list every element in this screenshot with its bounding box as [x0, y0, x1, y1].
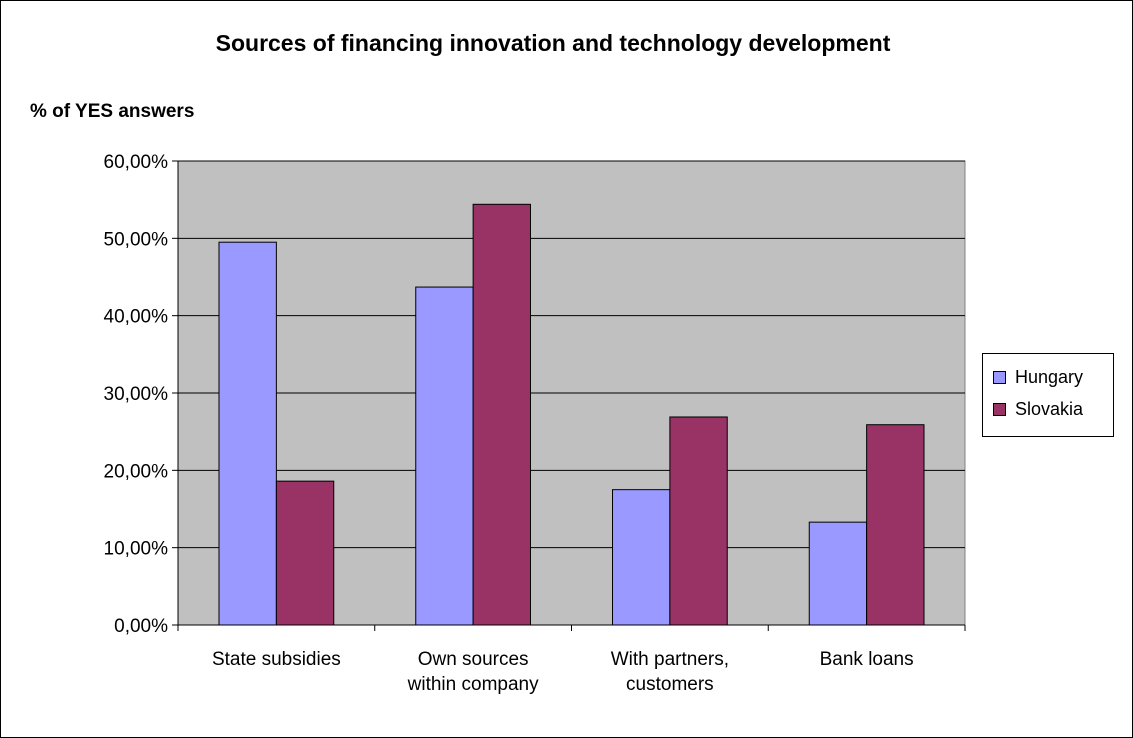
bar-hungary-2: [612, 489, 671, 626]
y-tick-label: 50,00%: [104, 229, 169, 250]
x-tick-label: State subsidies: [212, 649, 341, 670]
x-tick-label: Bank loans: [820, 649, 914, 670]
x-tick-labels: State subsidies Own sources within company…: [212, 649, 914, 695]
bar-hungary-0: [218, 241, 277, 626]
x-tick-label: within company: [407, 674, 539, 695]
bar-slovakia-0: [275, 480, 335, 626]
y-axis-label: % of YES answers: [30, 101, 195, 122]
y-tick-label: 60,00%: [104, 152, 169, 173]
x-tick-label: With partners,: [611, 649, 729, 670]
legend-label-slovakia: Slovakia: [1015, 399, 1084, 419]
x-tick-label: Own sources: [418, 649, 529, 670]
bar-slovakia-2: [669, 416, 728, 626]
legend-label-hungary: Hungary: [1015, 367, 1084, 387]
chart-title: Sources of financing innovation and tech…: [215, 30, 891, 56]
legend-item-hungary: Hungary: [993, 366, 1083, 388]
legend-swatch-hungary: [993, 370, 1006, 384]
y-tick-label: 30,00%: [104, 384, 169, 405]
axes: [172, 160, 966, 631]
legend: Hungary Slovakia: [982, 353, 1114, 437]
legend-item-slovakia: Slovakia: [993, 398, 1083, 420]
y-tick-labels: 0,00% 10,00% 20,00% 30,00% 40,00% 50,00% 60,00…: [104, 152, 169, 637]
y-tick-label: 0,00%: [114, 616, 168, 637]
bar-slovakia-1: [472, 203, 531, 626]
bars: [218, 203, 925, 626]
legend-swatch-slovakia: [993, 402, 1006, 416]
y-tick-label: 40,00%: [104, 307, 169, 328]
y-tick-label: 20,00%: [104, 461, 169, 482]
x-tick-label: customers: [626, 674, 714, 695]
bar-slovakia-3: [866, 424, 925, 626]
y-tick-label: 10,00%: [104, 539, 169, 560]
bar-hungary-3: [808, 521, 868, 626]
bar-hungary-1: [415, 286, 474, 626]
